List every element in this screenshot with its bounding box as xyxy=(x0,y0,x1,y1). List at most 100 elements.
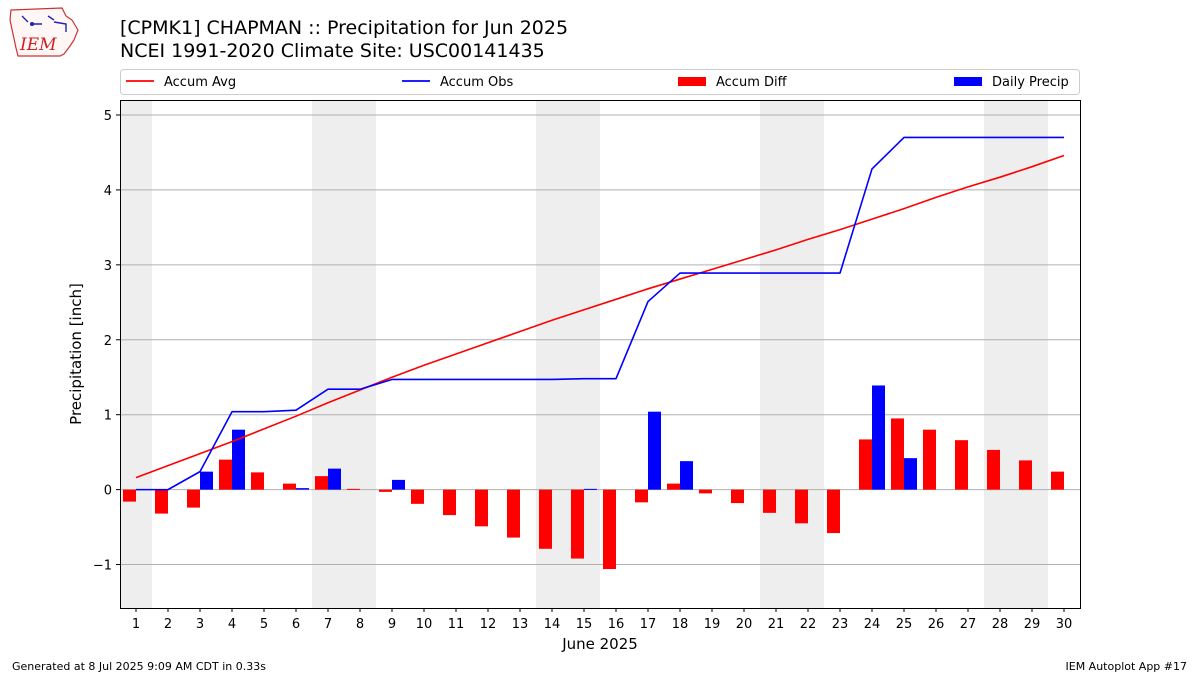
accum-diff-bar xyxy=(603,489,616,570)
x-tick-label: 23 xyxy=(832,617,849,632)
accum-diff-bar xyxy=(411,489,424,504)
y-tick-label: 4 xyxy=(104,184,112,199)
legend-daily-precip-label: Daily Precip xyxy=(992,75,1069,90)
daily-precip-bar xyxy=(200,471,213,490)
shaded-day-21 xyxy=(760,100,792,608)
accum-diff-bar xyxy=(187,489,200,508)
shaded-day-7 xyxy=(312,100,344,608)
lines xyxy=(135,136,1065,491)
accum-diff-bar xyxy=(123,489,136,502)
accum-diff-bar xyxy=(699,489,712,494)
accum-diff-bar xyxy=(475,489,488,527)
x-tick-label: 3 xyxy=(196,617,204,632)
accum-avg-line xyxy=(135,154,1065,479)
accum-diff-bar xyxy=(827,489,840,534)
accum-diff-bar xyxy=(155,489,168,514)
accum-diff-bar xyxy=(635,489,648,503)
accum-diff-bar xyxy=(379,489,392,492)
iowa-map-icon: IEM xyxy=(9,7,79,57)
y-tick-label: 0 xyxy=(104,484,112,499)
y-tick-label: 2 xyxy=(104,334,112,349)
y-axis-label: Precipitation [inch] xyxy=(67,283,85,425)
accum-diff-bar xyxy=(1019,460,1032,490)
legend-daily-precip-swatch xyxy=(954,77,982,86)
daily-precip-bar xyxy=(232,429,245,490)
accum-diff-bar xyxy=(923,429,936,490)
accum-diff-bar xyxy=(891,418,904,490)
legend-accum-obs-label: Accum Obs xyxy=(440,75,513,90)
plot-frame xyxy=(120,100,1081,609)
x-tick-label: 9 xyxy=(388,617,396,632)
x-tick-label: 16 xyxy=(608,617,625,632)
shaded-day-28 xyxy=(984,100,1016,608)
x-tick-label: 17 xyxy=(640,617,657,632)
x-tick-label: 1 xyxy=(132,617,140,632)
x-tick-label: 10 xyxy=(416,617,433,632)
daily-precip-bar xyxy=(328,468,341,490)
y-tick-label: 3 xyxy=(104,259,112,274)
accum-diff-bar xyxy=(283,483,296,490)
accum-diff-bar xyxy=(1051,471,1064,490)
y-tick-label: 5 xyxy=(104,109,112,124)
x-tick-label: 19 xyxy=(704,617,721,632)
x-tick-label: 28 xyxy=(992,617,1009,632)
accum-diff-bar xyxy=(667,483,680,490)
accum-obs-line xyxy=(136,136,1064,491)
accum-diff-bar xyxy=(443,489,456,516)
accum-diff-bar xyxy=(347,488,360,490)
generated-timestamp: Generated at 8 Jul 2025 9:09 AM CDT in 0… xyxy=(12,660,266,673)
daily-precip-bar xyxy=(904,458,917,490)
x-tick-label: 29 xyxy=(1024,617,1041,632)
daily-precip-bar xyxy=(872,385,885,490)
x-tick-label: 15 xyxy=(576,617,593,632)
x-tick-label: 26 xyxy=(928,617,945,632)
accum-diff-bar xyxy=(539,489,552,549)
y-tick-label: −1 xyxy=(93,559,112,574)
daily-precip-bar xyxy=(680,461,693,490)
accum-diff-bar xyxy=(763,489,776,513)
chart-subtitle: NCEI 1991-2020 Climate Site: USC00141435 xyxy=(120,40,545,62)
legend-accum-avg-label: Accum Avg xyxy=(164,75,236,90)
app-credit: IEM Autoplot App #17 xyxy=(1065,660,1188,673)
x-tick-label: 22 xyxy=(800,617,817,632)
x-tick-label: 5 xyxy=(260,617,268,632)
x-tick-label: 24 xyxy=(864,617,881,632)
x-tick-label: 2 xyxy=(164,617,172,632)
accum-diff-bar xyxy=(795,489,808,524)
daily-precip-bar xyxy=(296,488,309,490)
accum-diff-bar xyxy=(251,472,264,490)
legend-accum-diff-swatch xyxy=(678,77,706,86)
shaded-day-22 xyxy=(792,100,824,608)
x-tick-label: 6 xyxy=(292,617,300,632)
accum-diff-bar xyxy=(219,459,232,490)
x-tick-label: 14 xyxy=(544,617,561,632)
accum-diff-bar xyxy=(571,489,584,559)
x-tick-label: 4 xyxy=(228,617,236,632)
bars xyxy=(123,385,1064,570)
x-tick-label: 27 xyxy=(960,617,977,632)
x-tick-label: 25 xyxy=(896,617,913,632)
y-tick-label: 1 xyxy=(104,409,112,424)
accum-diff-bar xyxy=(315,476,328,490)
x-tick-label: 13 xyxy=(512,617,529,632)
x-tick-label: 30 xyxy=(1056,617,1073,632)
accum-diff-bar xyxy=(859,439,872,490)
x-tick-label: 7 xyxy=(324,617,332,632)
legend: Accum Avg Accum Obs Accum Diff Daily Precip xyxy=(120,69,1080,95)
daily-precip-bar xyxy=(584,488,597,490)
daily-precip-bar xyxy=(648,411,661,490)
shaded-day-1 xyxy=(120,100,152,608)
accum-diff-bar xyxy=(731,489,744,504)
x-tick-label: 18 xyxy=(672,617,689,632)
legend-frame xyxy=(120,69,1080,95)
iem-logo: IEM xyxy=(8,6,80,62)
chart-title: [CPMK1] CHAPMAN :: Precipitation for Jun… xyxy=(120,17,569,39)
x-tick-label: 12 xyxy=(480,617,497,632)
legend-accum-diff-label: Accum Diff xyxy=(716,75,788,90)
x-tick-label: 20 xyxy=(736,617,753,632)
x-tick-label: 11 xyxy=(448,617,465,632)
x-tick-label: 8 xyxy=(356,617,364,632)
x-tick-label: 21 xyxy=(768,617,785,632)
